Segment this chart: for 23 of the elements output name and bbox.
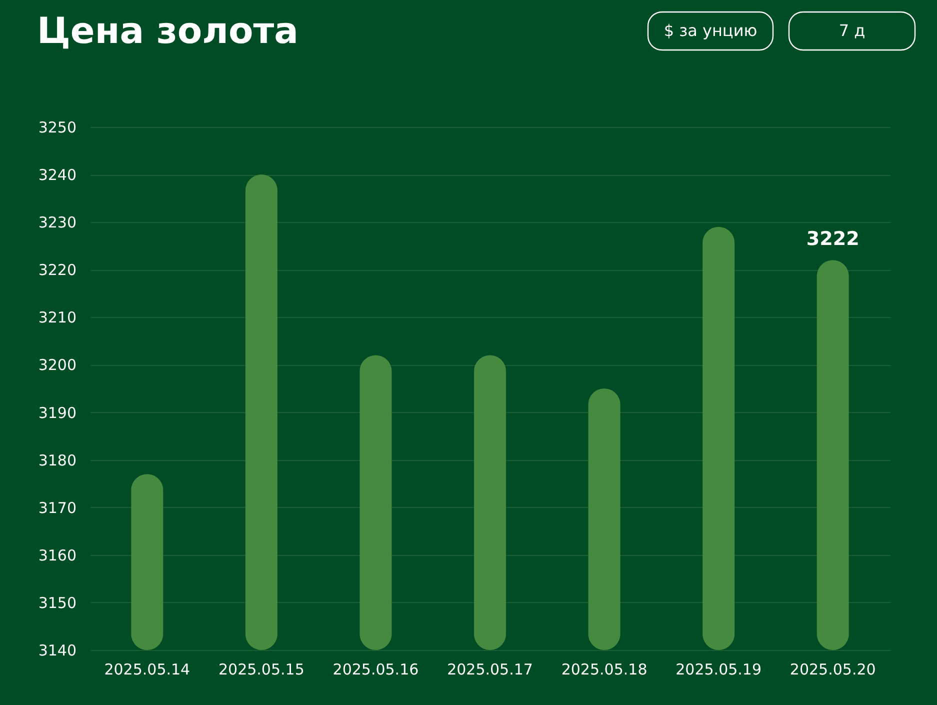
chart-title: Цена золота xyxy=(37,11,298,52)
x-tick-label: 2025.05.16 xyxy=(332,660,419,678)
y-tick-label: 3140 xyxy=(38,642,76,660)
y-tick-label: 3190 xyxy=(38,404,76,422)
y-tick-label: 3230 xyxy=(38,214,76,232)
text: $ за унцию xyxy=(664,21,758,40)
y-tick-label: 3150 xyxy=(38,594,76,612)
x-tick-label: 2025.05.17 xyxy=(447,660,533,678)
x-tick-label: 2025.05.18 xyxy=(561,660,648,678)
x-tick-label: 2025.05.20 xyxy=(790,660,876,678)
y-tick-label: 3160 xyxy=(38,546,76,564)
y-tick-label: 3170 xyxy=(38,498,76,517)
y-tick-label: 3220 xyxy=(38,261,76,280)
x-tick-label: 2025.05.15 xyxy=(218,660,304,678)
data-label: 3222 xyxy=(806,228,860,250)
y-tick-label: 3240 xyxy=(38,166,76,184)
text: 7 д xyxy=(838,21,866,40)
x-tick-label: 2025.05.14 xyxy=(104,660,190,678)
y-tick-label: 3210 xyxy=(38,308,76,327)
y-tick-label: 3200 xyxy=(38,356,76,374)
x-tick-label: 2025.05.19 xyxy=(676,660,762,678)
y-tick-label: 3180 xyxy=(38,451,76,470)
y-tick-label: 3250 xyxy=(38,118,76,136)
